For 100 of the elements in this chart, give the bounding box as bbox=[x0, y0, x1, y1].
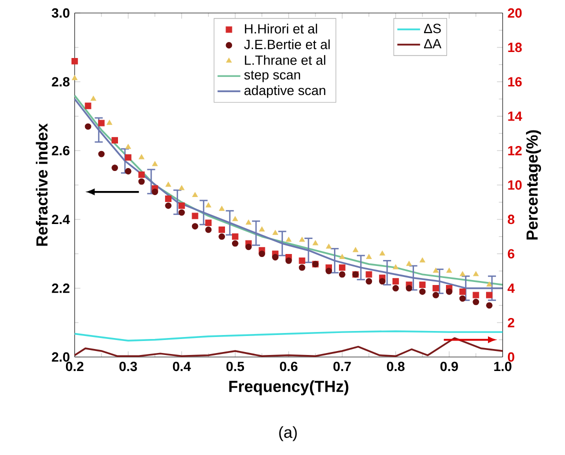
point bbox=[165, 202, 172, 209]
point bbox=[392, 264, 398, 270]
point bbox=[98, 120, 105, 126]
point bbox=[258, 250, 266, 258]
point bbox=[84, 123, 92, 130]
point bbox=[298, 264, 306, 271]
point bbox=[486, 292, 492, 298]
legend-label: adaptive scan bbox=[244, 85, 326, 98]
point bbox=[419, 282, 426, 288]
point bbox=[486, 282, 492, 286]
x-tick-label: 0.8 bbox=[386, 362, 405, 372]
point bbox=[205, 226, 212, 233]
point bbox=[152, 188, 158, 196]
point bbox=[124, 168, 132, 174]
y-tick-label: 2.2 bbox=[52, 284, 70, 293]
x-tick-label: 1.0 bbox=[494, 362, 512, 372]
point bbox=[446, 268, 452, 273]
point bbox=[420, 257, 426, 262]
y2-tick-label: 12 bbox=[508, 146, 522, 156]
point bbox=[246, 220, 252, 225]
point bbox=[124, 154, 132, 161]
x-tick-label: 0.4 bbox=[172, 362, 191, 372]
point bbox=[406, 285, 412, 292]
point bbox=[272, 230, 278, 235]
point bbox=[366, 254, 372, 259]
point bbox=[205, 220, 212, 226]
point bbox=[339, 254, 345, 259]
legend-label: H.Hirori et al bbox=[244, 24, 318, 34]
y2-axis-title: Percentage(%) bbox=[526, 130, 542, 240]
point bbox=[125, 144, 131, 149]
point bbox=[178, 202, 185, 209]
point bbox=[366, 271, 372, 278]
point bbox=[338, 271, 346, 278]
point bbox=[285, 257, 292, 264]
point bbox=[72, 75, 78, 80]
point bbox=[232, 216, 238, 222]
point bbox=[366, 278, 372, 285]
point bbox=[138, 171, 145, 178]
y2-tick-label: 14 bbox=[508, 112, 522, 121]
y-tick-label: 2.0 bbox=[52, 352, 70, 362]
point bbox=[472, 298, 480, 306]
point bbox=[432, 292, 439, 298]
point bbox=[192, 223, 198, 230]
point bbox=[98, 150, 105, 158]
x-tick-label: 0.2 bbox=[66, 362, 84, 372]
point bbox=[71, 58, 78, 64]
point bbox=[152, 161, 158, 166]
point bbox=[206, 202, 212, 208]
legend-label: ΔS bbox=[424, 24, 441, 34]
point bbox=[432, 268, 439, 273]
y-tick-label: 2.8 bbox=[52, 77, 70, 87]
point bbox=[352, 247, 358, 252]
point bbox=[446, 288, 452, 295]
point bbox=[218, 206, 225, 211]
point bbox=[138, 154, 144, 160]
y2-tick-label: 6 bbox=[508, 249, 514, 259]
x-tick-label: 0.7 bbox=[333, 362, 351, 372]
point bbox=[392, 278, 399, 285]
point bbox=[459, 295, 466, 302]
point bbox=[178, 209, 185, 216]
text: (a) bbox=[279, 426, 297, 442]
y-tick-label: 2.4 bbox=[52, 214, 70, 224]
point bbox=[106, 120, 112, 125]
point bbox=[473, 271, 479, 276]
point bbox=[379, 278, 386, 285]
legend-label: J.E.Bertie et al bbox=[244, 39, 330, 50]
point bbox=[90, 96, 96, 101]
point bbox=[232, 240, 238, 247]
point bbox=[298, 257, 306, 264]
point bbox=[138, 178, 145, 185]
point bbox=[192, 212, 198, 220]
point bbox=[165, 182, 172, 187]
point bbox=[419, 288, 426, 295]
point bbox=[112, 164, 118, 172]
point bbox=[379, 250, 386, 256]
point bbox=[486, 302, 492, 309]
point bbox=[178, 185, 184, 190]
point bbox=[259, 226, 265, 232]
point bbox=[84, 102, 92, 110]
point bbox=[312, 240, 318, 246]
y2-tick-label: 2 bbox=[508, 318, 514, 328]
point bbox=[112, 137, 118, 144]
point bbox=[299, 236, 305, 242]
y2-tick-label: 8 bbox=[508, 214, 514, 224]
legend-label: L.Thrane et al bbox=[244, 55, 326, 65]
point bbox=[272, 254, 278, 260]
point bbox=[232, 233, 238, 240]
y2-tick-label: 18 bbox=[508, 42, 522, 52]
point bbox=[406, 260, 412, 266]
y-tick-label: 2.6 bbox=[52, 146, 70, 156]
point bbox=[432, 285, 439, 292]
point bbox=[392, 285, 399, 292]
point bbox=[326, 268, 332, 274]
point bbox=[459, 288, 466, 295]
y2-tick-label: 16 bbox=[508, 77, 522, 87]
point bbox=[286, 236, 292, 242]
point bbox=[245, 244, 252, 250]
y2-tick-label: 0 bbox=[508, 352, 514, 362]
y2-tick-label: 4 bbox=[508, 284, 515, 293]
y2-tick-label: 10 bbox=[508, 180, 522, 190]
